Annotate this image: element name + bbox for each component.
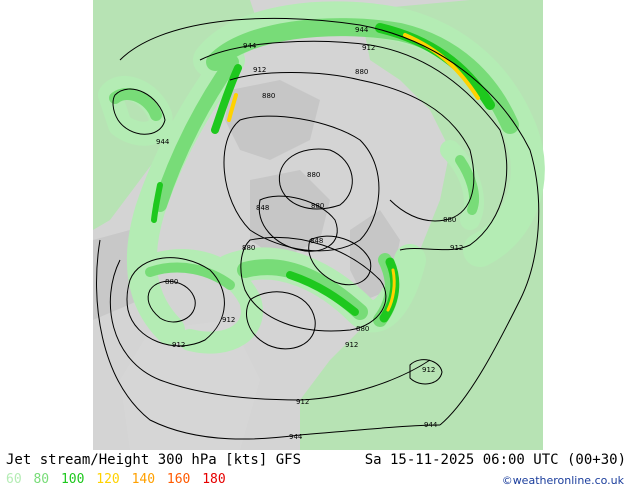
legend-item-60: 60 bbox=[6, 472, 22, 487]
contour-912-south bbox=[109, 259, 431, 401]
contour-label: 880 bbox=[356, 325, 369, 333]
contour-label: 944 bbox=[424, 421, 438, 429]
legend-item-140: 140 bbox=[131, 472, 156, 487]
contour-848 bbox=[258, 195, 338, 252]
contour-880-center bbox=[240, 236, 387, 332]
contour-912-east bbox=[409, 359, 443, 385]
jet-stream-map: 944 944 912 912 880 880 944 880 880 848 … bbox=[93, 0, 545, 450]
contour-label: 912 bbox=[172, 341, 185, 349]
contour-label: 912 bbox=[222, 316, 235, 324]
contour-880-sw bbox=[246, 291, 316, 350]
contour-label: 944 bbox=[243, 42, 257, 50]
legend-item-80: 80 bbox=[33, 472, 50, 487]
contour-label: 912 bbox=[345, 341, 358, 349]
legend-item-100: 100 bbox=[60, 472, 85, 487]
contour-880-west bbox=[147, 280, 196, 323]
contour-label: 880 bbox=[311, 202, 324, 210]
footer-bar: Jet stream/Height 300 hPa [kts] GFS Sa 1… bbox=[0, 450, 634, 490]
contour-880-north bbox=[229, 72, 475, 222]
contour-912-north bbox=[199, 40, 508, 251]
product-title: Jet stream/Height 300 hPa [kts] GFS bbox=[6, 452, 302, 468]
contour-912-west bbox=[126, 257, 225, 347]
contour-848-b bbox=[308, 235, 372, 286]
contour-label: 912 bbox=[296, 398, 309, 406]
legend-item-160: 160 bbox=[166, 472, 191, 487]
contour-label: 880 bbox=[242, 244, 255, 252]
contour-label-group: 944 944 912 912 880 880 944 880 880 848 … bbox=[156, 26, 463, 441]
land-south bbox=[120, 320, 260, 450]
contour-label: 848 bbox=[256, 204, 269, 212]
contour-label: 944 bbox=[355, 26, 369, 34]
valid-time: Sa 15-11-2025 06:00 UTC (00+30) bbox=[364, 452, 626, 468]
contour-label: 848 bbox=[310, 237, 323, 245]
legend-item-120: 120 bbox=[96, 472, 120, 487]
contour-880-inner bbox=[223, 115, 380, 252]
contour-label: 880 bbox=[165, 278, 178, 286]
speed-legend: 60 80 100 120 140 160 180 bbox=[6, 472, 230, 487]
land-eurasia bbox=[300, 0, 543, 450]
contour-label: 880 bbox=[262, 92, 275, 100]
contour-label: 912 bbox=[450, 244, 463, 252]
contour-944-south bbox=[96, 239, 441, 440]
contour-label: 912 bbox=[422, 366, 435, 374]
credit-link[interactable]: ©weatheronline.co.uk bbox=[501, 474, 624, 487]
contour-label: 880 bbox=[307, 171, 320, 179]
contour-label: 912 bbox=[253, 66, 266, 74]
height-contours bbox=[96, 17, 540, 440]
land-arctic-islands bbox=[225, 80, 320, 160]
contour-944-loop bbox=[112, 88, 166, 135]
contour-880-pole bbox=[278, 148, 353, 210]
contour-label: 880 bbox=[355, 68, 368, 76]
contour-label: 944 bbox=[156, 138, 170, 146]
legend-item-180: 180 bbox=[202, 472, 226, 487]
contour-944-north bbox=[119, 17, 540, 426]
contour-label: 944 bbox=[289, 433, 303, 441]
contour-label: 880 bbox=[443, 216, 456, 224]
contour-label: 912 bbox=[362, 44, 375, 52]
